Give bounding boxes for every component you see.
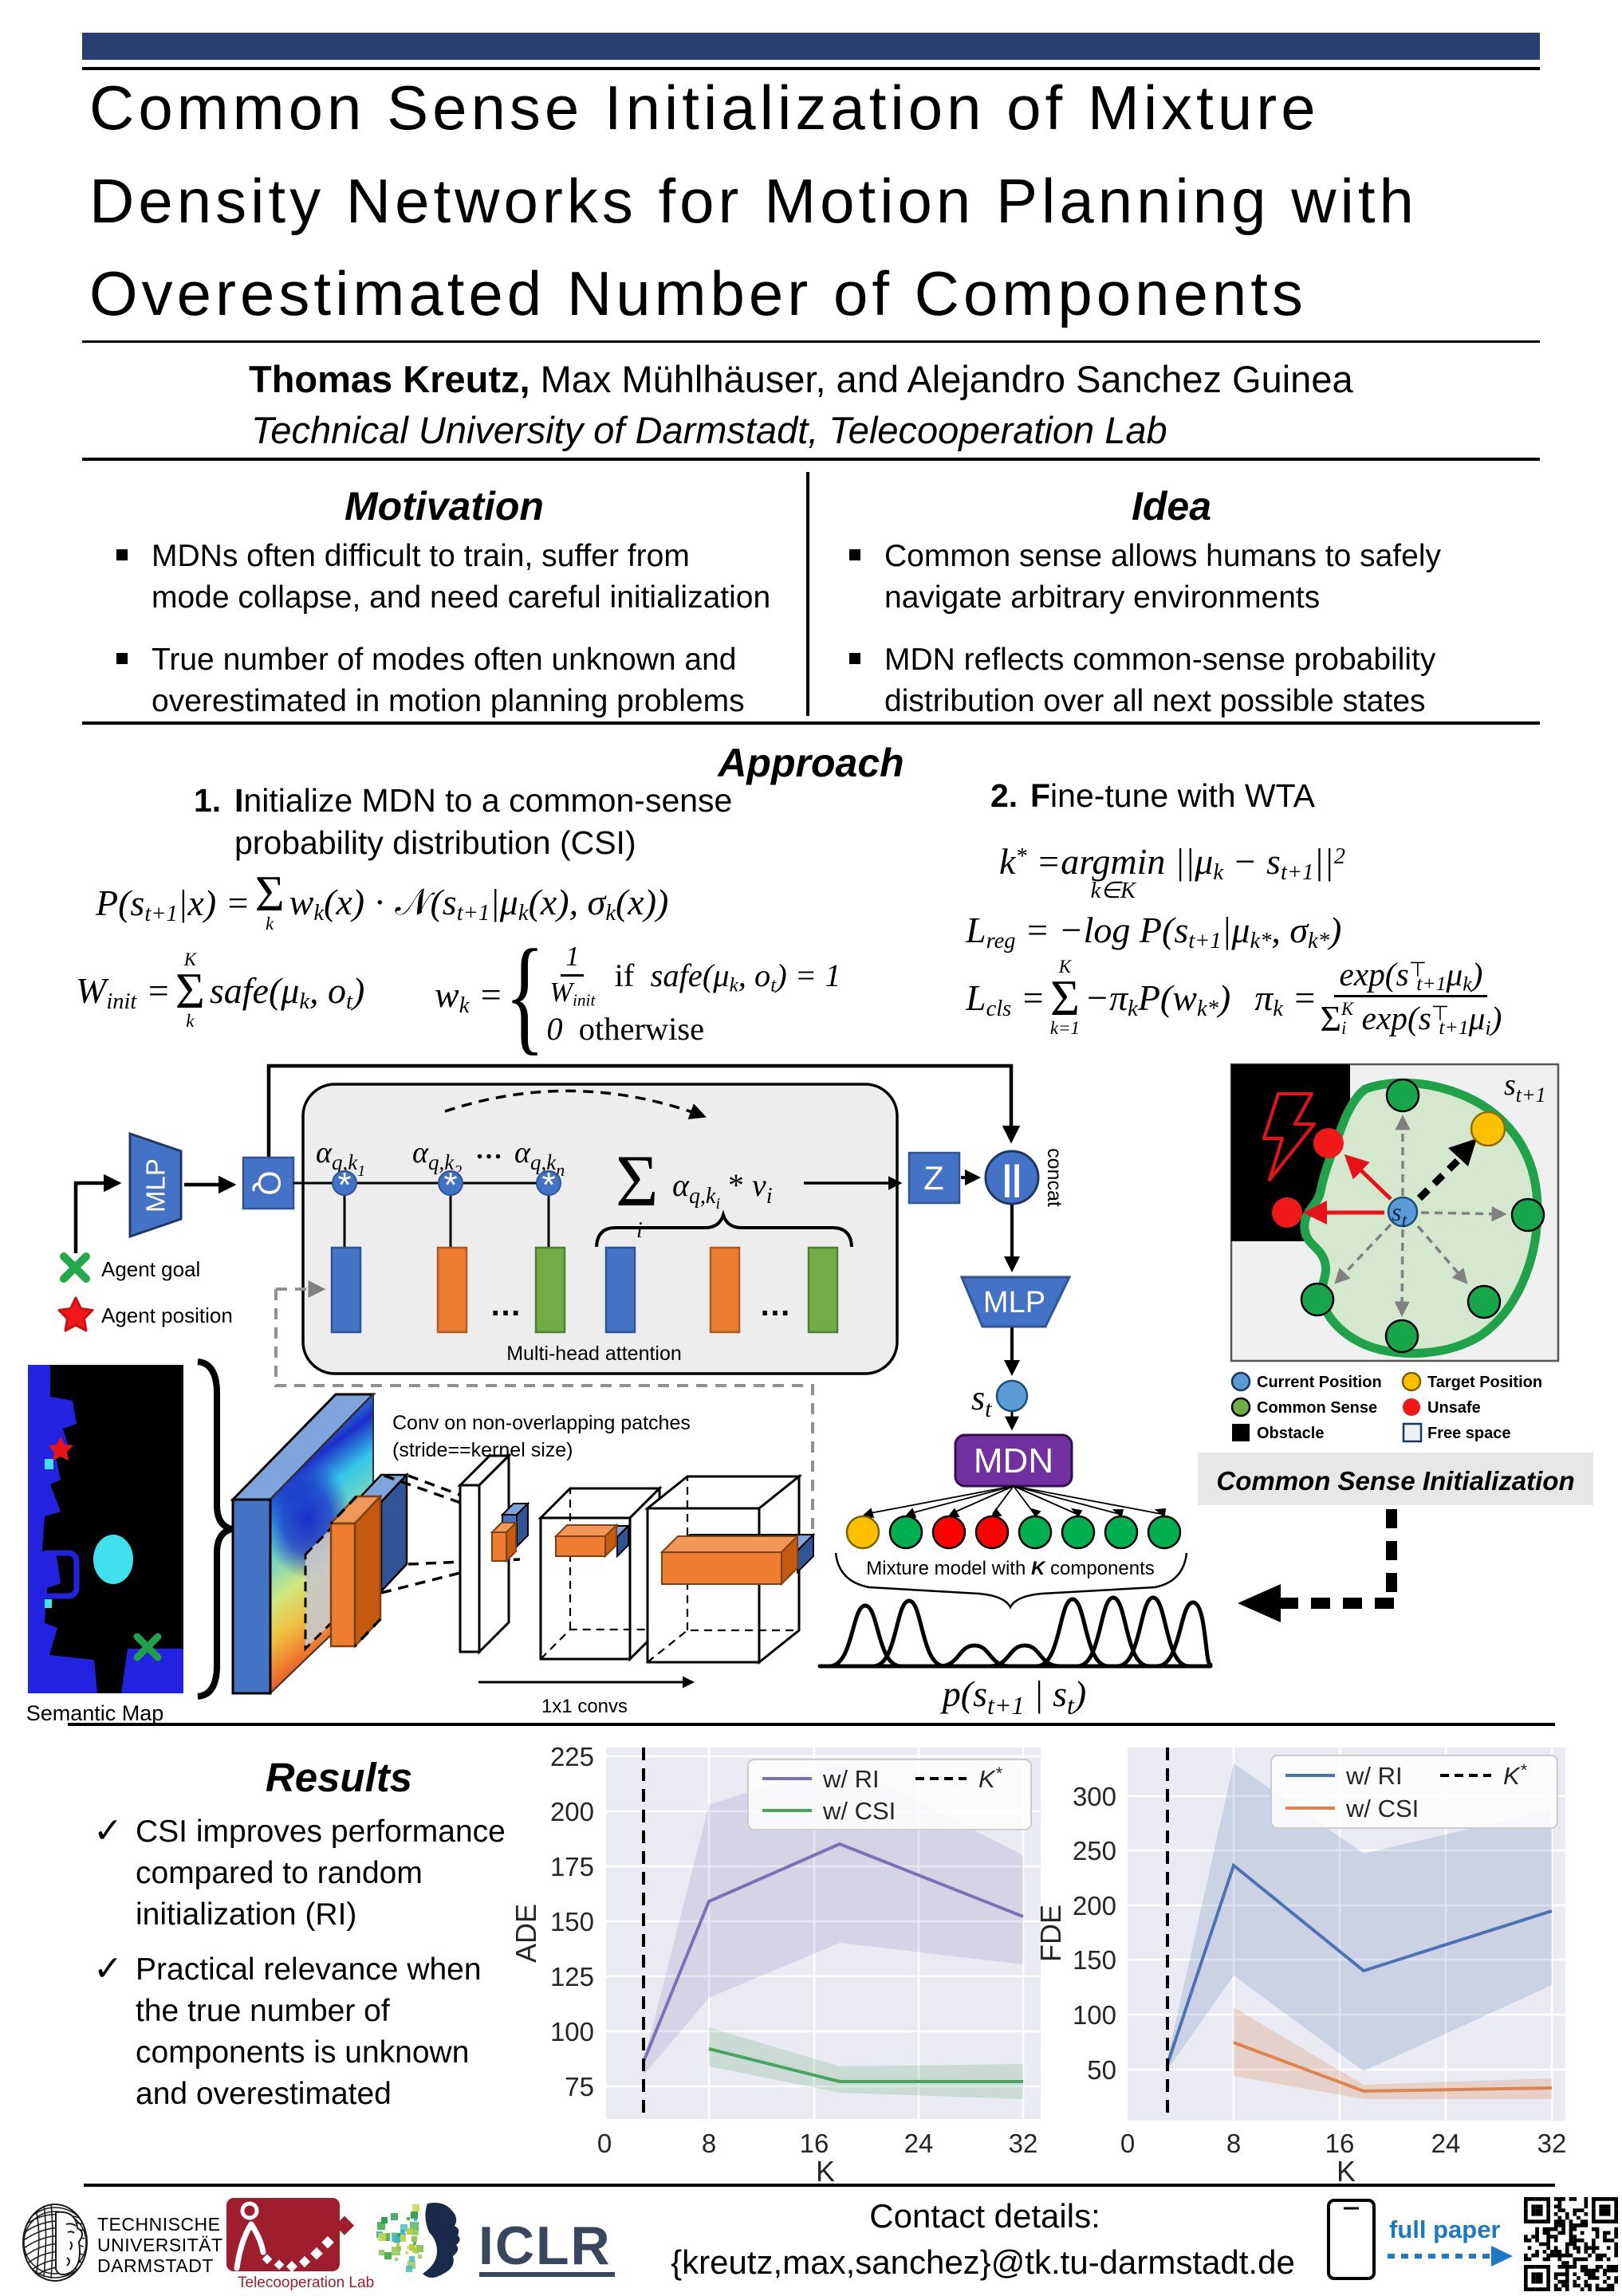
svg-text:(stride==kernel size): (stride==kernel size) <box>392 1439 573 1461</box>
svg-text:8: 8 <box>1226 2129 1241 2158</box>
svg-text:K: K <box>816 2155 835 2188</box>
svg-text:full paper: full paper <box>1389 2215 1501 2243</box>
svg-text:Z: Z <box>923 1159 944 1197</box>
svg-text:DARMSTADT: DARMSTADT <box>97 2255 214 2276</box>
svg-text:Current Position: Current Position <box>1257 1374 1382 1391</box>
svg-text:ICLR: ICLR <box>478 2215 612 2276</box>
svg-text:32: 32 <box>1537 2129 1567 2158</box>
svg-text:175: 175 <box>550 1852 594 1881</box>
svg-text:ADE: ADE <box>510 1904 542 1963</box>
svg-text:1x1 convs: 1x1 convs <box>541 1696 628 1717</box>
svg-text:225: 225 <box>550 1742 594 1771</box>
svg-text:UNIVERSITÄT: UNIVERSITÄT <box>97 2235 223 2255</box>
svg-text:concat: concat <box>1043 1148 1065 1207</box>
svg-text:125: 125 <box>550 1962 594 1991</box>
svg-text:Obstacle: Obstacle <box>1257 1425 1324 1442</box>
svg-text:250: 250 <box>1073 1836 1116 1866</box>
svg-text:st: st <box>971 1378 992 1422</box>
svg-text:FDE: FDE <box>1034 1905 1067 1962</box>
svg-text:TECHNISCHE: TECHNISCHE <box>97 2214 221 2235</box>
svg-text:300: 300 <box>1073 1782 1116 1811</box>
svg-text:MDN: MDN <box>974 1441 1053 1480</box>
svg-text:Free space: Free space <box>1427 1425 1511 1442</box>
svg-text:Σ: Σ <box>616 1140 659 1221</box>
svg-text:*: * <box>443 1166 457 1205</box>
svg-text:0: 0 <box>1120 2129 1135 2158</box>
svg-text:75: 75 <box>565 2072 594 2101</box>
svg-text:24: 24 <box>904 2129 934 2158</box>
svg-text:200: 200 <box>1073 1891 1116 1921</box>
svg-text:Semantic Map: Semantic Map <box>26 1701 164 1725</box>
svg-text:*: * <box>337 1166 351 1205</box>
svg-text:Telecooperation Lab: Telecooperation Lab <box>238 2274 374 2291</box>
svg-text:200: 200 <box>550 1797 594 1826</box>
svg-text:24: 24 <box>1431 2129 1461 2158</box>
svg-text:Common Sense Initialization: Common Sense Initialization <box>1216 1466 1574 1496</box>
svg-text:150: 150 <box>1073 1945 1116 1975</box>
svg-text:w/ RI: w/ RI <box>1345 1762 1403 1790</box>
svg-text:p(st+1 | st): p(st+1 | st) <box>940 1673 1086 1720</box>
svg-text:…: … <box>475 1135 502 1165</box>
svg-text:Common Sense: Common Sense <box>1257 1399 1377 1417</box>
svg-text:150: 150 <box>550 1907 594 1936</box>
svg-text:100: 100 <box>550 2017 594 2046</box>
svg-text:100: 100 <box>1073 2000 1116 2030</box>
svg-text:Multi-head attention: Multi-head attention <box>506 1343 682 1365</box>
svg-text:Conv on non-overlapping patche: Conv on non-overlapping patches <box>392 1412 691 1434</box>
svg-text:w/ CSI: w/ CSI <box>822 1797 896 1825</box>
svg-text:32: 32 <box>1009 2129 1038 2158</box>
svg-text:16: 16 <box>800 2129 829 2158</box>
svg-text:K: K <box>1337 2155 1356 2188</box>
svg-text:16: 16 <box>1325 2129 1355 2158</box>
svg-text:Agent goal: Agent goal <box>101 1257 200 1281</box>
svg-text:…: … <box>490 1288 522 1323</box>
svg-text:8: 8 <box>702 2129 716 2158</box>
svg-text:st+1: st+1 <box>1504 1068 1546 1107</box>
svg-text:||: || <box>1002 1158 1022 1198</box>
svg-text:*: * <box>541 1166 555 1205</box>
svg-text:0: 0 <box>597 2129 612 2158</box>
svg-text:w/ RI: w/ RI <box>822 1765 880 1793</box>
svg-text:w/ CSI: w/ CSI <box>1345 1795 1419 1822</box>
svg-text:Target Position: Target Position <box>1427 1374 1542 1391</box>
svg-text:Unsafe: Unsafe <box>1427 1399 1481 1417</box>
svg-text:Mixture model with K component: Mixture model with K components <box>866 1558 1155 1579</box>
svg-text:MLP: MLP <box>983 1286 1045 1319</box>
svg-text:Agent position: Agent position <box>101 1303 233 1327</box>
svg-text:i: i <box>636 1218 643 1243</box>
svg-text:…: … <box>759 1288 791 1323</box>
svg-text:50: 50 <box>1087 2055 1116 2085</box>
svg-text:MLP: MLP <box>141 1158 171 1213</box>
svg-text:Q: Q <box>251 1170 286 1195</box>
